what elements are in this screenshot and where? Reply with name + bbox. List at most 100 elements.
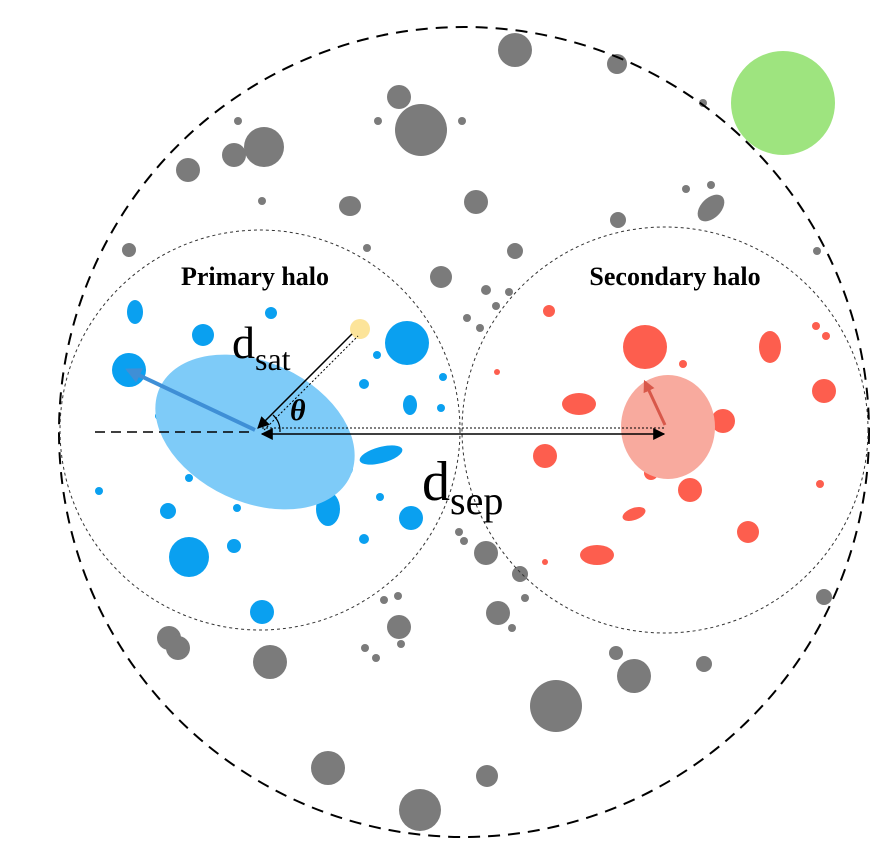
secondary-orientation-arrow [643, 379, 667, 426]
field-galaxy [464, 190, 488, 214]
angle-arc [272, 414, 281, 433]
field-galaxy [610, 212, 626, 228]
theta-label: θ [290, 394, 306, 427]
field-galaxy [458, 117, 466, 125]
field-galaxy [166, 636, 190, 660]
secondary-central [621, 375, 715, 479]
field-galaxy [617, 659, 651, 693]
field-galaxy [521, 594, 529, 602]
secondary-satellite [543, 305, 555, 317]
field-galaxy [474, 541, 498, 565]
satellite [350, 319, 370, 339]
d-sep-main: d [422, 451, 450, 513]
field-galaxy [455, 528, 463, 536]
field-galaxy [699, 99, 707, 107]
secondary-satellite [623, 325, 667, 369]
secondary-satellite [812, 379, 836, 403]
field-galaxy [507, 243, 523, 259]
field-galaxy [176, 158, 200, 182]
field-galaxy [508, 624, 516, 632]
field-galaxy [460, 537, 468, 545]
primary-satellite [227, 539, 241, 553]
field-galaxy [234, 117, 242, 125]
primary-orientation-arrow [125, 368, 256, 432]
d-sat-main: d [232, 317, 255, 368]
secondary-satellite [542, 559, 548, 565]
secondary-halo-label: Secondary halo [589, 262, 760, 291]
primary-satellite [385, 321, 429, 365]
primary-satellite [185, 474, 193, 482]
secondary-satellite [622, 507, 646, 521]
primary-satellite [359, 534, 369, 544]
field-galaxy [399, 789, 441, 831]
d-sat-sub: sat [255, 341, 291, 377]
field-galaxy [530, 680, 582, 732]
field-galaxy [682, 185, 690, 193]
secondary-satellite [759, 331, 781, 363]
field-galaxy [380, 596, 388, 604]
primary-satellite [95, 487, 103, 495]
field-galaxy [476, 324, 484, 332]
field-galaxy [387, 615, 411, 639]
field-galaxy [387, 85, 411, 109]
secondary-satellite [737, 521, 759, 543]
primary-satellite [403, 395, 417, 415]
green-galaxy [731, 51, 835, 155]
field-galaxy [813, 247, 821, 255]
field-galaxy [363, 244, 371, 252]
primary-satellite [359, 379, 369, 389]
d-sep-sub: sep [450, 478, 503, 523]
primary-satellite [437, 404, 445, 412]
primary-satellite [439, 373, 447, 381]
secondary-satellite [494, 369, 500, 375]
field-galaxy [505, 288, 513, 296]
primary-satellite [169, 537, 209, 577]
secondary-satellite [679, 360, 687, 368]
primary-satellite [399, 506, 423, 530]
field-galaxy [492, 302, 500, 310]
field-galaxy [311, 751, 345, 785]
field-galaxy [498, 33, 532, 67]
field-galaxy [707, 181, 715, 189]
field-galaxy [463, 314, 471, 322]
secondary-satellite [562, 393, 596, 415]
field-galaxy [222, 143, 246, 167]
field-galaxy [339, 196, 361, 216]
secondary-satellite [580, 545, 614, 565]
field-galaxy [374, 117, 382, 125]
outer-boundary [58, 26, 870, 838]
field-galaxy [253, 645, 287, 679]
satellite-distance-arrow [257, 333, 353, 429]
field-galaxy [481, 285, 491, 295]
field-galaxy [476, 765, 498, 787]
field-galaxy [394, 592, 402, 600]
field-galaxy [512, 566, 528, 582]
primary-satellite [127, 300, 143, 324]
field-galaxy [361, 644, 369, 652]
primary-satellite [233, 504, 241, 512]
field-galaxy [122, 243, 136, 257]
field-galaxy [430, 266, 452, 288]
d-sat-label: dsat [232, 317, 291, 377]
primary-satellite [359, 445, 403, 465]
primary-satellite [192, 324, 214, 346]
field-galaxy [609, 646, 623, 660]
primary-satellite [160, 503, 176, 519]
primary-satellite [265, 307, 277, 319]
secondary-satellite [711, 409, 735, 433]
secondary-satellite [816, 480, 824, 488]
field-galaxy [397, 640, 405, 648]
field-galaxy [696, 656, 712, 672]
primary-central [155, 354, 355, 510]
primary-satellite [373, 351, 381, 359]
field-galaxy [816, 589, 832, 605]
secondary-satellite [533, 444, 557, 468]
field-galaxy [258, 197, 266, 205]
primary-satellite [376, 493, 384, 501]
field-galaxy [395, 104, 447, 156]
primary-satellite [250, 600, 274, 624]
field-galaxy [697, 194, 725, 222]
d-sep-label: dsep [422, 451, 503, 523]
secondary-satellite [678, 478, 702, 502]
